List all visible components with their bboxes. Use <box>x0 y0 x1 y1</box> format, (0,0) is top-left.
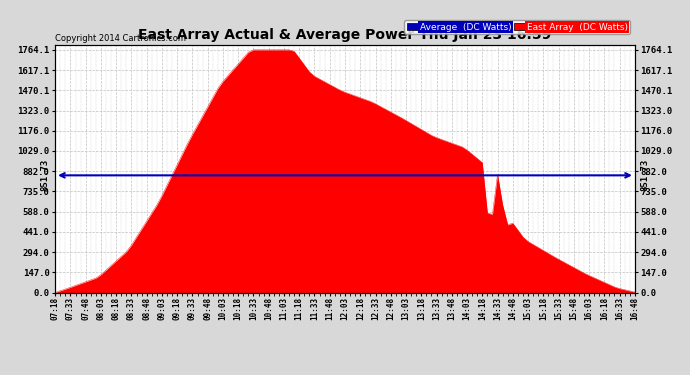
Legend: Average  (DC Watts), East Array  (DC Watts): Average (DC Watts), East Array (DC Watts… <box>404 20 630 34</box>
Title: East Array Actual & Average Power Thu Jan 23 16:59: East Array Actual & Average Power Thu Ja… <box>139 28 551 42</box>
Text: Copyright 2014 Cartronics.com: Copyright 2014 Cartronics.com <box>55 33 186 42</box>
Text: 851.73: 851.73 <box>41 159 50 192</box>
Text: 851.73: 851.73 <box>640 159 649 192</box>
